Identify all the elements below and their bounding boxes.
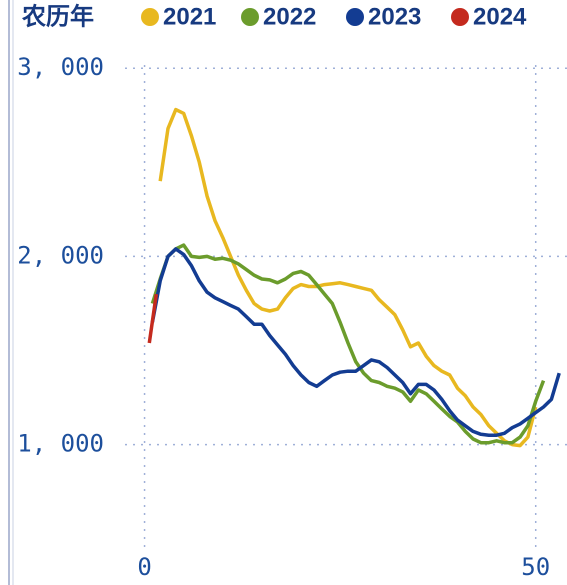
legend-label: 2023 (368, 3, 421, 30)
series-line (147, 293, 159, 344)
legend-title: 农历年 (21, 2, 94, 30)
legend-label: 2024 (473, 3, 527, 30)
legend-label: 2022 (263, 3, 316, 30)
legend-dot (141, 8, 159, 26)
legend-dot (451, 8, 469, 26)
y-tick-label: 2, 000 (17, 241, 104, 269)
series-line (150, 247, 561, 437)
legend-dot (346, 8, 364, 26)
legend-dot (241, 8, 259, 26)
legend-label: 2021 (163, 3, 216, 30)
x-tick-label: 0 (137, 553, 151, 581)
y-tick-label: 3, 000 (17, 53, 104, 81)
x-tick-label: 50 (521, 553, 550, 581)
series-line (158, 107, 538, 448)
series-line (150, 243, 546, 445)
y-tick-label: 1, 000 (17, 430, 104, 458)
